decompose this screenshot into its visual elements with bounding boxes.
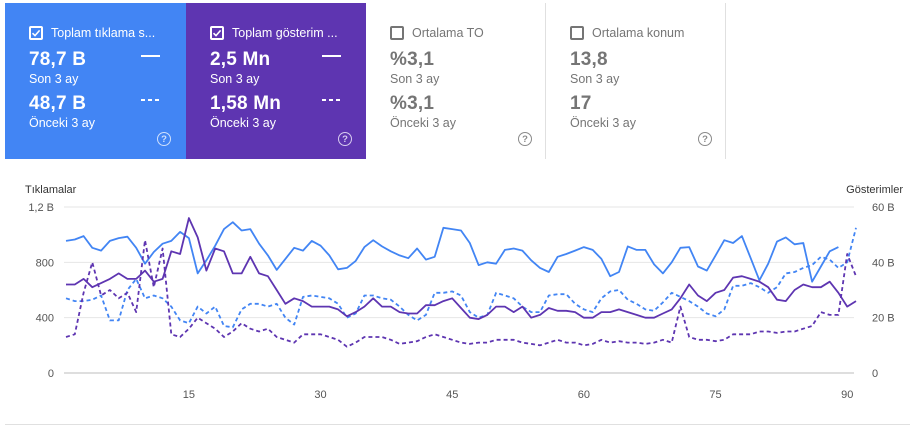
previous-period-label: Önceki 3 ay xyxy=(29,116,96,130)
card-title: Toplam tıklama s... xyxy=(51,26,156,40)
checkbox-unchecked-icon[interactable] xyxy=(390,26,404,40)
dashed-line-icon xyxy=(141,99,160,101)
current-value: 2,5 Mn xyxy=(210,49,271,70)
y-left-tick-label: 400 xyxy=(36,313,54,325)
current-value: 78,7 B xyxy=(29,49,87,70)
x-tick-label: 30 xyxy=(314,389,326,401)
y-left-tick-label: 800 xyxy=(36,257,54,269)
impressions-previous-line xyxy=(65,239,857,348)
solid-line-icon xyxy=(141,55,160,57)
metric-cards: Toplam tıklama s... 78,7 B Son 3 ay 48,7… xyxy=(5,3,726,159)
y-right-tick-label: 20 B xyxy=(872,313,895,325)
x-tick-label: 60 xyxy=(578,389,590,401)
y-right-tick-label: 60 B xyxy=(872,202,895,214)
total-clicks-card[interactable]: Toplam tıklama s... 78,7 B Son 3 ay 48,7… xyxy=(5,3,186,159)
previous-period-label: Önceki 3 ay xyxy=(390,116,457,130)
left-axis-title: Tıklamalar xyxy=(25,184,77,196)
clicks-previous-line xyxy=(65,227,857,329)
y-right-tick-label: 40 B xyxy=(872,257,895,269)
checkbox-unchecked-icon[interactable] xyxy=(570,26,584,40)
help-icon[interactable]: ? xyxy=(157,132,171,146)
help-icon[interactable]: ? xyxy=(518,132,532,146)
total-impressions-card[interactable]: Toplam gösterim ... 2,5 Mn Son 3 ay 1,58… xyxy=(186,3,366,159)
help-icon[interactable]: ? xyxy=(338,132,352,146)
current-value: 13,8 xyxy=(570,49,608,70)
x-tick-label: 90 xyxy=(841,389,853,401)
x-tick-label: 45 xyxy=(446,389,458,401)
previous-value: %3,1 xyxy=(390,93,435,114)
previous-value: 48,7 B xyxy=(29,93,87,114)
checkbox-checked-icon[interactable] xyxy=(210,26,224,40)
current-value: %3,1 xyxy=(390,49,435,70)
y-left-tick-label: 1,2 B xyxy=(28,202,54,214)
card-title: Ortalama konum xyxy=(592,26,685,40)
previous-period-label: Önceki 3 ay xyxy=(210,116,277,130)
y-right-tick-label: 0 xyxy=(872,368,878,380)
chart-canvas[interactable]: 0 400 800 1,2 B 0 20 B 40 B 60 B 15 30 45 60 75 90 xyxy=(5,170,910,425)
current-period-label: Son 3 ay xyxy=(390,72,440,86)
checkbox-checked-icon[interactable] xyxy=(29,26,43,40)
x-tick-label: 15 xyxy=(183,389,195,401)
performance-chart: Tıklamalar Gösterimler 0 400 800 1,2 B 0 20 B… xyxy=(5,170,910,425)
card-title: Ortalama TO xyxy=(412,26,484,40)
y-left-tick-label: 0 xyxy=(48,368,54,380)
current-period-label: Son 3 ay xyxy=(210,72,260,86)
current-period-label: Son 3 ay xyxy=(570,72,620,86)
previous-value: 17 xyxy=(570,93,592,114)
average-ctr-card[interactable]: Ortalama TO %3,1 Son 3 ay %3,1 Önceki 3 … xyxy=(366,3,546,159)
previous-period-label: Önceki 3 ay xyxy=(570,116,637,130)
clicks-current-line xyxy=(65,221,839,283)
help-icon[interactable]: ? xyxy=(698,132,712,146)
average-position-card[interactable]: Ortalama konum 13,8 Son 3 ay 17 Önceki 3… xyxy=(546,3,726,159)
impressions-current-line xyxy=(66,217,857,321)
right-axis-title: Gösterimler xyxy=(846,184,903,196)
card-title: Toplam gösterim ... xyxy=(232,26,338,40)
dashed-line-icon xyxy=(322,99,341,101)
previous-value: 1,58 Mn xyxy=(210,93,282,114)
x-tick-label: 75 xyxy=(709,389,721,401)
current-period-label: Son 3 ay xyxy=(29,72,79,86)
solid-line-icon xyxy=(322,55,341,57)
